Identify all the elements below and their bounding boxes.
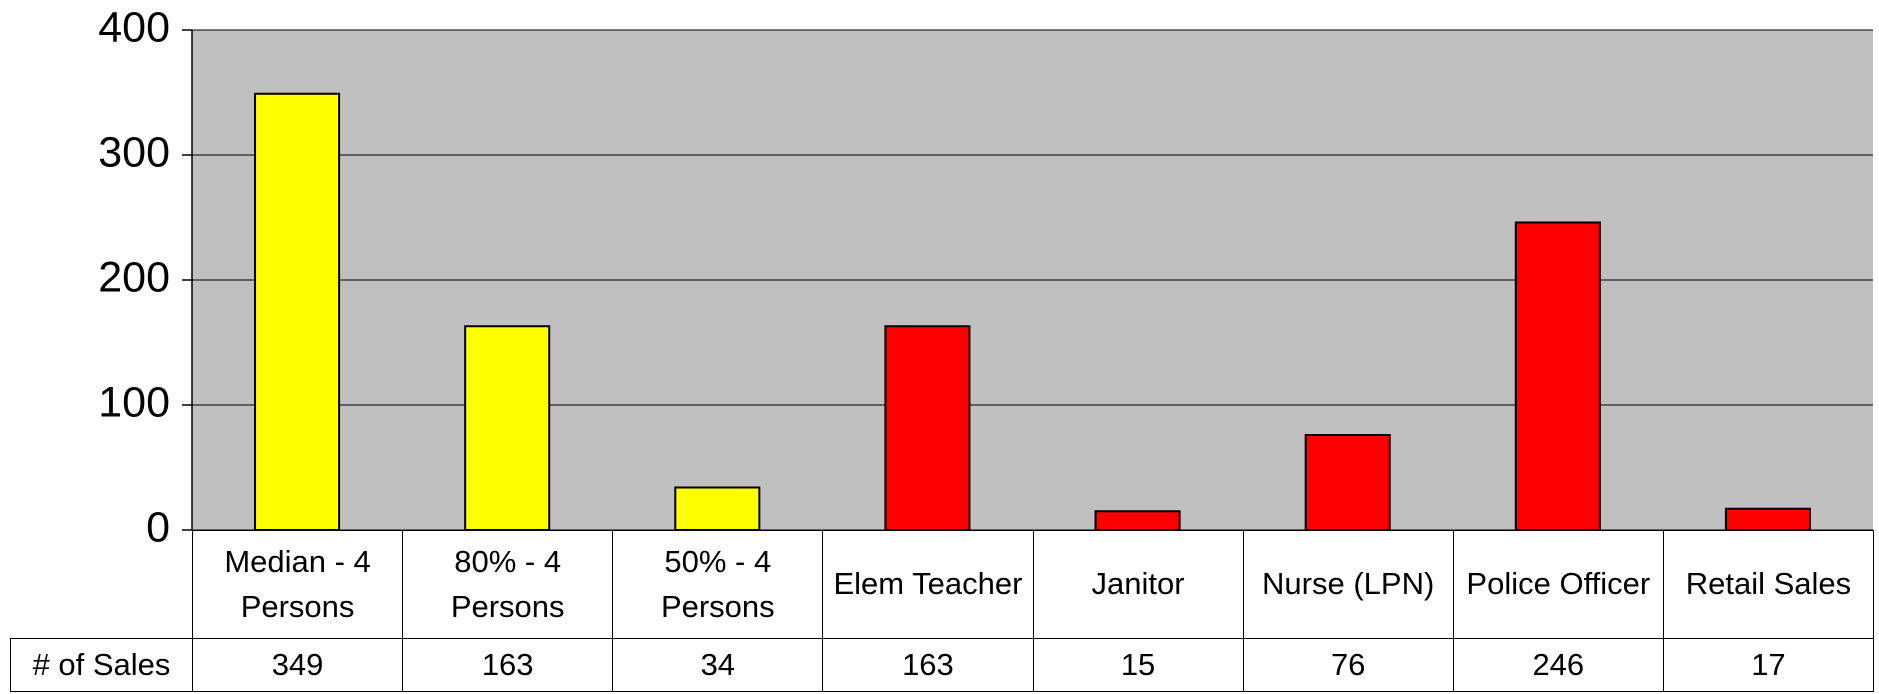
value-cell: 246 — [1452, 638, 1664, 692]
value-cell: 349 — [192, 638, 404, 692]
value-cell: 163 — [402, 638, 614, 692]
value-cell: 17 — [1662, 638, 1874, 692]
bar — [1514, 221, 1601, 531]
category-cell: Retail Sales — [1662, 530, 1874, 639]
category-cell: 50% - 4 Persons — [612, 530, 824, 639]
category-cell: Nurse (LPN) — [1242, 530, 1454, 639]
y-tick-label: 400 — [98, 3, 170, 51]
bar — [884, 325, 971, 531]
bar — [674, 486, 761, 531]
y-tick-label: 200 — [98, 253, 170, 301]
category-cell: Police Officer — [1452, 530, 1664, 639]
category-cell: Janitor — [1032, 530, 1244, 639]
value-cell: 15 — [1032, 638, 1244, 692]
category-cell: 80% - 4 Persons — [402, 530, 614, 639]
y-tick-label: 100 — [98, 378, 170, 426]
category-cell: Median - 4 Persons — [192, 530, 404, 639]
y-tick-label: 0 — [146, 503, 170, 551]
value-cell: 76 — [1242, 638, 1454, 692]
value-cell: 163 — [822, 638, 1034, 692]
bar — [1724, 507, 1811, 531]
value-cell: 34 — [612, 638, 824, 692]
category-cell: Elem Teacher — [822, 530, 1034, 639]
bar — [1094, 510, 1181, 531]
row-label: # of Sales — [10, 638, 193, 692]
bar — [254, 92, 341, 531]
y-tick-label: 300 — [98, 128, 170, 176]
bar — [464, 325, 551, 531]
bar — [1304, 434, 1391, 531]
